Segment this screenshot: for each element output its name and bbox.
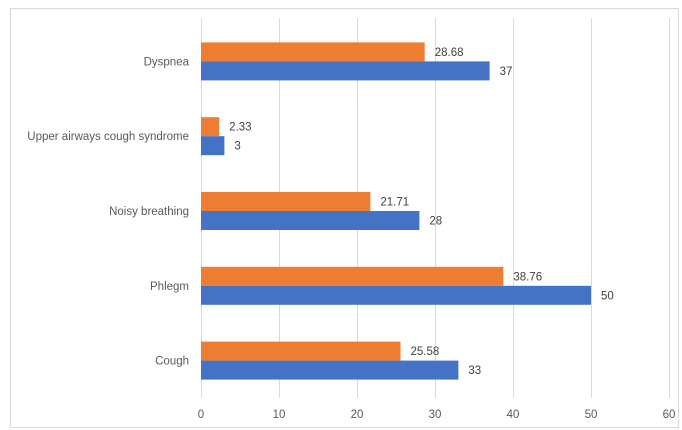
- x-tick-label: 30: [429, 409, 442, 421]
- data-label: 28.68: [435, 47, 464, 59]
- bar-series-2-noisy-breathing: [201, 192, 371, 211]
- bar-series-1-noisy-breathing: [201, 211, 420, 230]
- bar-series-2-upper-airways-cough-syndrome: [201, 117, 220, 137]
- bar-series-1-phlegm: [201, 285, 591, 305]
- bar-series-1-cough: [201, 360, 459, 380]
- category-label: Dyspnea: [144, 56, 190, 68]
- bar-series-2-dyspnea: [201, 42, 425, 62]
- data-label: 28: [429, 216, 442, 228]
- data-label: 21.71: [380, 197, 409, 209]
- data-label: 33: [468, 365, 481, 377]
- x-tick-label: 60: [663, 409, 676, 421]
- x-tick-label: 40: [507, 409, 520, 421]
- x-tick-label: 10: [273, 409, 286, 421]
- bar-series-2-cough: [201, 341, 401, 361]
- data-label: 38.76: [513, 271, 542, 283]
- category-label: Upper airways cough syndrome: [27, 131, 189, 143]
- x-tick-label: 0: [198, 409, 204, 421]
- data-label: 25.58: [411, 346, 440, 358]
- bar-series-1-upper-airways-cough-syndrome: [201, 136, 225, 156]
- data-label: 50: [601, 290, 614, 302]
- x-tick-label: 20: [351, 409, 364, 421]
- bars: [201, 42, 591, 380]
- category-label: Phlegm: [150, 281, 189, 293]
- data-label: 37: [500, 66, 513, 78]
- x-tick-label: 50: [585, 409, 598, 421]
- category-label: Noisy breathing: [109, 206, 189, 218]
- labels: 0 10 20 30 40 50 60 25.58 33 Cough 38.76 50 Phlegm 21…: [27, 47, 675, 421]
- category-label: Cough: [155, 356, 189, 368]
- data-label: 3: [234, 141, 240, 153]
- bar-series-1-dyspnea: [201, 61, 490, 81]
- data-label: 2.33: [229, 122, 251, 134]
- gridlines: [201, 18, 670, 398]
- bar-series-2-phlegm: [201, 266, 504, 286]
